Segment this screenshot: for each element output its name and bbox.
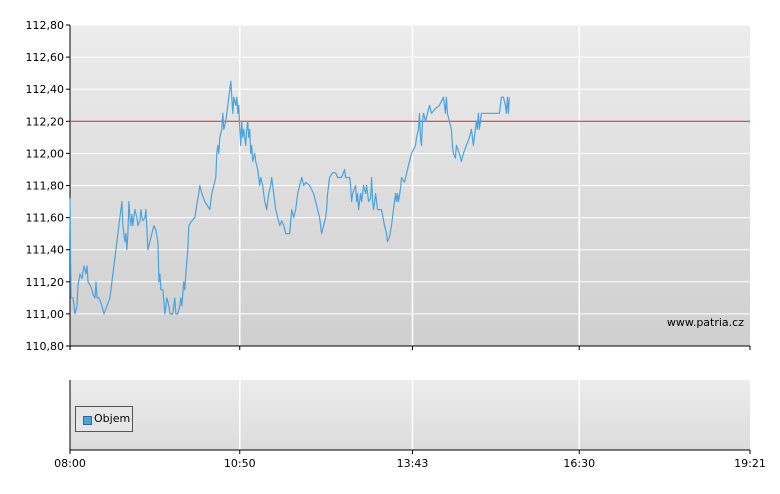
price-plot: 112,80 112,60 112,40 112,20 112,00 111,80 111,… <box>26 19 751 353</box>
y-tick-label: 112,40 <box>26 83 65 96</box>
x-tick-label: 16:30 <box>563 457 595 470</box>
x-tick-label: 19:21 <box>734 457 766 470</box>
y-tick-label: 112,60 <box>26 51 65 64</box>
x-tick-label: 13:43 <box>397 457 429 470</box>
y-tick-label: 112,80 <box>26 19 65 32</box>
y-tick-label: 111,00 <box>26 308 65 321</box>
volume-legend-label: Objem <box>94 412 131 425</box>
y-tick-label: 111,20 <box>26 276 65 289</box>
y-tick-label: 110,80 <box>26 340 65 353</box>
y-tick-label: 112,20 <box>26 115 65 128</box>
volume-legend-swatch <box>83 416 92 425</box>
x-tick-label: 10:50 <box>224 457 256 470</box>
volume-background <box>70 380 750 450</box>
x-tick-label: 08:00 <box>54 457 86 470</box>
watermark: www.patria.cz <box>667 316 744 329</box>
volume-legend: Objem <box>75 406 133 432</box>
y-tick-label: 111,80 <box>26 180 65 193</box>
y-tick-label: 111,60 <box>26 212 65 225</box>
price-series-line <box>69 80 510 315</box>
y-tick-label: 112,00 <box>26 147 65 160</box>
y-tick-label: 111,40 <box>26 244 65 257</box>
volume-plot: 08:00 10:50 13:43 16:30 19:21 <box>54 380 766 470</box>
